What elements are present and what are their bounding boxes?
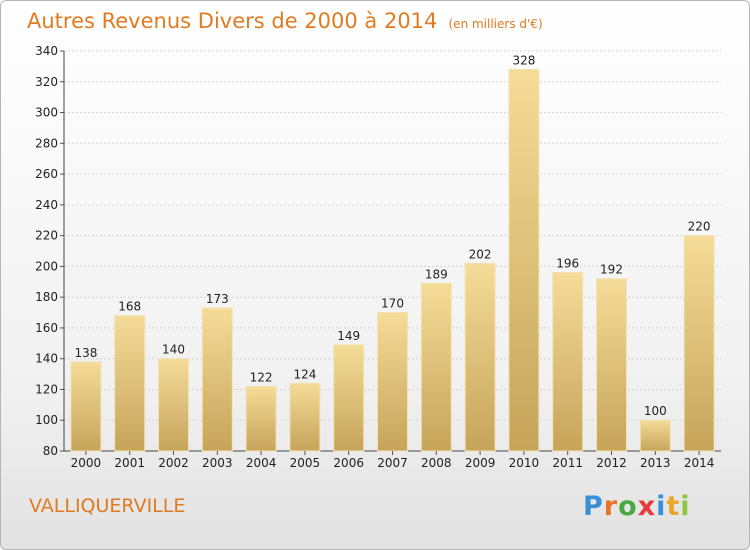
x-tick-label: 2009	[465, 456, 496, 470]
proxiti-logo: Proxiti	[583, 491, 691, 522]
bar	[508, 68, 540, 452]
bar	[377, 312, 408, 452]
logo-letter: t	[666, 491, 681, 522]
bar-value-label: 100	[644, 404, 667, 418]
x-tick-label: 2011	[552, 456, 583, 470]
y-tick-label: 160	[35, 321, 58, 335]
y-tick-label: 260	[35, 167, 58, 181]
bar-value-label: 170	[381, 297, 404, 311]
y-tick-label: 340	[35, 44, 58, 58]
x-tick-label: 2003	[202, 456, 233, 470]
bar	[114, 315, 146, 452]
x-tick-label: 2010	[509, 456, 540, 470]
x-tick-label: 2004	[246, 456, 277, 470]
y-tick-label: 280	[35, 136, 58, 150]
bar	[289, 382, 321, 452]
x-tick-label: 2014	[684, 456, 715, 470]
bar	[420, 282, 452, 452]
x-tick-label: 2005	[290, 456, 321, 470]
bar	[70, 361, 102, 452]
y-tick-label: 300	[35, 106, 58, 120]
bar	[245, 385, 277, 452]
bar	[639, 419, 671, 452]
x-tick-label: 2013	[640, 456, 671, 470]
bar-value-label: 124	[293, 367, 316, 381]
x-tick-label: 2008	[421, 456, 452, 470]
chart-title-unit: (en milliers d'€)	[448, 17, 543, 31]
logo-letter: P	[583, 491, 604, 522]
bar	[464, 262, 496, 452]
logo-letter: o	[618, 491, 638, 522]
y-tick-label: 100	[35, 413, 58, 427]
commune-name: VALLIQUERVILLE	[29, 495, 186, 517]
y-tick-label: 200	[35, 259, 58, 273]
logo-letter: r	[603, 491, 619, 522]
bar-value-label: 220	[688, 220, 711, 234]
y-tick-label: 140	[35, 352, 58, 366]
y-tick-label: 320	[35, 75, 58, 89]
x-tick-label: 2001	[114, 456, 145, 470]
y-tick-label: 220	[35, 229, 58, 243]
x-tick-label: 2007	[377, 456, 408, 470]
bar	[552, 272, 584, 452]
y-tick-label: 180	[35, 290, 58, 304]
bar	[596, 278, 627, 452]
logo-letter: x	[637, 491, 657, 522]
bar-value-label: 328	[512, 53, 535, 67]
bar-value-label: 189	[425, 267, 448, 281]
y-tick-label: 240	[35, 198, 58, 212]
bar-value-label: 173	[206, 292, 229, 306]
bar-value-label: 168	[118, 300, 141, 314]
chart-title: Autres Revenus Divers de 2000 à 2014 (en…	[27, 9, 543, 33]
bar-value-label: 122	[250, 370, 273, 384]
logo-letter: i	[656, 491, 667, 522]
x-tick-label: 2006	[333, 456, 364, 470]
y-tick-label: 80	[43, 444, 58, 458]
bar-value-label: 196	[556, 257, 579, 271]
y-tick-label: 120	[35, 382, 58, 396]
bar-value-label: 140	[162, 343, 185, 357]
bar-value-label: 149	[337, 329, 360, 343]
bar-value-label: 202	[469, 247, 492, 261]
x-tick-label: 2002	[158, 456, 189, 470]
bar	[683, 235, 715, 452]
bar-value-label: 138	[74, 346, 97, 360]
bar	[158, 358, 189, 452]
logo-letter: i	[680, 491, 691, 522]
chart-title-main: Autres Revenus Divers de 2000 à 2014	[27, 9, 438, 33]
bar	[333, 344, 365, 452]
x-tick-label: 2012	[596, 456, 627, 470]
bar	[201, 307, 233, 452]
bar-value-label: 192	[600, 263, 623, 277]
x-tick-label: 2000	[71, 456, 102, 470]
